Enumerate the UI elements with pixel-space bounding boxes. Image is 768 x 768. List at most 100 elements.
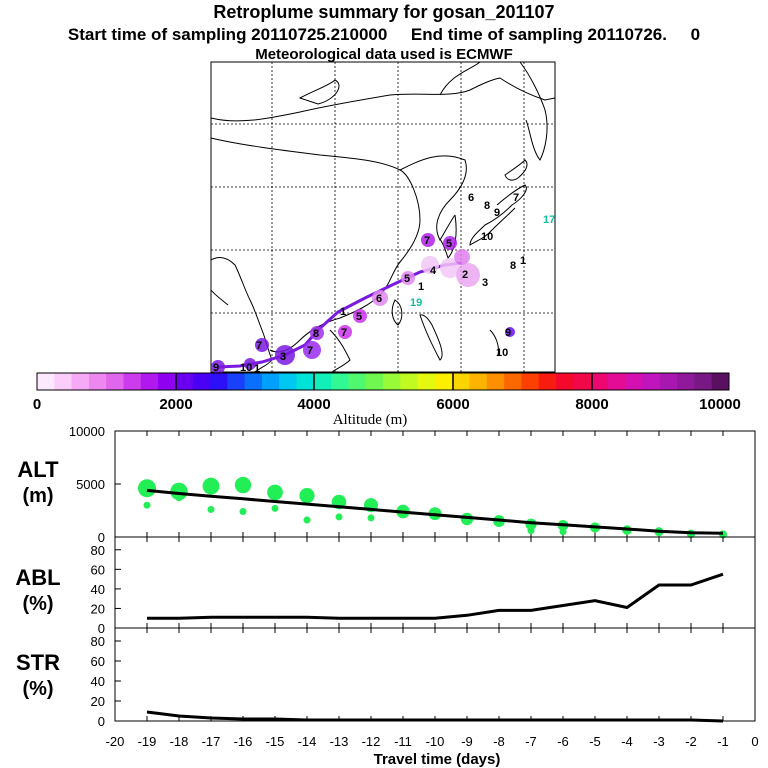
colorbar-swatch xyxy=(677,373,695,390)
y-tick-label: 80 xyxy=(91,634,105,649)
altitude-cluster-marker xyxy=(202,477,220,495)
map-gridlines xyxy=(211,62,555,372)
plume-day-label: 5 xyxy=(404,273,410,285)
x-tick-label: -15 xyxy=(266,734,285,749)
x-tick-label: -12 xyxy=(362,734,381,749)
y-tick-label: 40 xyxy=(91,582,105,597)
colorbar-swatch xyxy=(210,373,228,390)
x-tick-label: -10 xyxy=(426,734,445,749)
altitude-cluster-marker-small xyxy=(335,513,343,521)
colorbar-swatch xyxy=(486,373,505,390)
x-axis: -20 -19 -18 -17 -16 -15 -14 -13 -12 -11 -10 -9 -8 -7-… xyxy=(106,734,759,749)
plume-clusters xyxy=(211,233,515,374)
x-tick-label: -3 xyxy=(653,734,665,749)
colorbar-swatch xyxy=(158,373,176,390)
y-tick-label: 80 xyxy=(91,543,105,558)
x-tick-label: -17 xyxy=(202,734,221,749)
plume-day-label: 7 xyxy=(424,235,430,247)
x-axis-label: Travel time (days) xyxy=(374,751,501,768)
colorbar-swatch xyxy=(504,373,522,390)
x-tick-label: -8 xyxy=(493,734,505,749)
plume-day-label: 9 xyxy=(494,207,500,219)
panel-frame xyxy=(114,536,756,629)
x-tick-label: -11 xyxy=(394,734,412,749)
x-tick-label: -7 xyxy=(525,734,537,749)
panel-str: 80 60 40 20 0 STR (%) xyxy=(16,627,756,729)
altitude-cluster-marker xyxy=(138,479,156,498)
plume-day-label: 7 xyxy=(256,340,262,352)
plume-day-label: 10 xyxy=(240,362,252,374)
altitude-cluster-marker-small xyxy=(559,528,567,536)
plume-day-label: 10 xyxy=(481,231,493,243)
colorbar-swatch xyxy=(521,373,540,390)
colorbar-tick-label: 8000 xyxy=(575,396,608,413)
y-tick-label: 5000 xyxy=(76,477,105,492)
x-tick-label: -16 xyxy=(234,734,253,749)
colorbar-swatch xyxy=(607,373,626,390)
sampling-times: Start time of sampling 20110725.210000 E… xyxy=(67,25,701,44)
colorbar-swatch xyxy=(590,373,609,390)
colorbar-swatch xyxy=(383,373,401,390)
x-tick-label: -2 xyxy=(685,734,697,749)
x-tick-label: -1 xyxy=(717,734,729,749)
colorbar-swatch xyxy=(175,373,194,390)
colorbar-swatch xyxy=(694,373,713,390)
colorbar-swatch xyxy=(279,373,297,390)
plume-day-labels: 9 10 7 3 7 8 7 5 6 5 4 2 3 7 5 9 6 8 9 7… xyxy=(213,192,555,375)
colorbar-swatch xyxy=(296,373,315,390)
plume-day-label: 17 xyxy=(543,214,555,226)
plume-day-label: 6 xyxy=(468,192,474,204)
met-data-note: Meteorological data used is ECMWF xyxy=(255,46,513,63)
chart-title: Retroplume summary for gosan_201107 xyxy=(213,2,555,22)
y-tick-label: 0 xyxy=(98,714,105,729)
plume-day-label: 2 xyxy=(462,269,468,281)
plume-day-label: 1 xyxy=(418,281,424,293)
colorbar-swatch xyxy=(192,373,211,390)
x-tick-label: 0 xyxy=(751,734,758,749)
colorbar-swatch xyxy=(71,373,90,390)
colorbar-tick-label: 4000 xyxy=(297,396,330,413)
x-tick-label: -14 xyxy=(298,734,317,749)
colorbar-swatch xyxy=(365,373,384,390)
colorbar-tick-label: 6000 xyxy=(436,396,469,413)
colorbar-swatch xyxy=(556,373,574,390)
x-tick-label: -5 xyxy=(589,734,601,749)
plume-day-label: 5 xyxy=(446,238,452,250)
plume-day-label: 3 xyxy=(280,351,286,363)
altitude-cluster-marker xyxy=(170,482,188,501)
panel-label-unit: (m) xyxy=(22,485,53,507)
plume-day-label: 9 xyxy=(505,327,511,339)
panel-frame xyxy=(114,627,756,722)
y-tick-label: 20 xyxy=(91,601,105,616)
y-tick-label: 60 xyxy=(91,562,105,577)
altitude-cluster-marker-small xyxy=(271,504,279,512)
plume-day-label: 9 xyxy=(213,362,219,374)
plume-day-label: 8 xyxy=(313,328,319,340)
y-tick-label: 40 xyxy=(91,674,105,689)
colorbar-swatch xyxy=(54,373,73,390)
colorbar-swatch xyxy=(625,373,643,390)
colorbar-swatch xyxy=(711,373,730,390)
colorbar-swatch xyxy=(37,373,55,390)
y-tick-label: 0 xyxy=(98,621,105,636)
x-tick-label: -18 xyxy=(170,734,189,749)
altitude-cluster-marker-small xyxy=(527,527,535,535)
altitude-cluster-marker-small xyxy=(143,501,151,509)
altitude-colorbar xyxy=(36,372,730,391)
colorbar-swatch xyxy=(106,373,124,390)
str-series-line xyxy=(146,710,724,723)
altitude-cluster-marker-small xyxy=(175,494,183,502)
panel-label: STR xyxy=(16,650,60,675)
abl-series-line xyxy=(147,572,724,620)
plume-day-label: 7 xyxy=(307,345,313,357)
map-panel: 9 10 7 3 7 8 7 5 6 5 4 2 3 7 5 9 6 8 9 7… xyxy=(210,61,556,375)
colorbar-ticks: 0 2000 4000 6000 8000 10000 xyxy=(33,396,741,413)
colorbar-tick-label: 2000 xyxy=(159,396,192,413)
colorbar-axis-label: Altitude (m) xyxy=(333,412,408,428)
plume-day-label: 8 xyxy=(484,200,490,212)
plume-day-label: 6 xyxy=(376,293,382,305)
y-tick-label: 0 xyxy=(98,530,105,545)
plume-day-label: 1 xyxy=(520,255,526,267)
colorbar-swatch xyxy=(261,373,280,390)
